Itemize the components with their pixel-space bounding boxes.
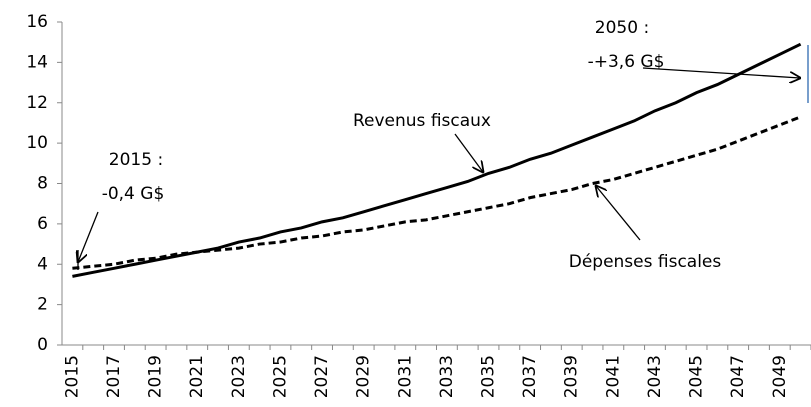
x-tick-label: 2045 (687, 355, 707, 398)
series-label: Revenus fiscaux (353, 111, 491, 131)
annotation: -0,4 G$ (102, 184, 165, 204)
x-tick-label: 2035 (479, 355, 499, 398)
y-tick-label: 2 (37, 295, 48, 315)
annotation: 2015 : (109, 150, 163, 170)
annotation: -+3,6 G$ (588, 52, 665, 72)
y-tick-label: 12 (26, 93, 48, 113)
series-label: Dépenses fiscales (569, 252, 722, 272)
x-tick-label: 2043 (645, 355, 665, 398)
y-tick-label: 14 (26, 52, 48, 72)
x-tick-label: 2027 (312, 355, 332, 398)
arrow (642, 67, 800, 78)
line-series (72, 42, 802, 278)
x-tick-label: 2015 (62, 355, 82, 398)
x-tick-label: 2047 (728, 355, 748, 398)
x-tick-label: 2025 (270, 355, 290, 398)
y-tick-label: 0 (37, 335, 48, 355)
x-tick-label: 2021 (187, 355, 207, 398)
arrow (596, 186, 641, 241)
y-tick-label: 4 (37, 254, 48, 274)
x-tick-label: 2039 (562, 355, 582, 398)
x-tick-label: 2049 (770, 355, 790, 398)
annotation: 2050 : (595, 18, 649, 38)
x-tick-label: 2023 (229, 355, 249, 398)
x-tick-label: 2029 (354, 355, 374, 398)
arrow (78, 211, 99, 262)
x-tick-label: 2033 (437, 355, 457, 398)
x-tick-label: 2037 (520, 355, 540, 398)
x-tick-label: 2031 (395, 355, 415, 398)
arrow (454, 133, 483, 172)
y-tick-label: 8 (37, 174, 48, 194)
y-tick-label: 6 (37, 214, 48, 234)
x-tick-label: 2019 (146, 355, 166, 398)
x-tick-label: 2017 (104, 355, 124, 398)
y-tick-label: 10 (26, 133, 48, 153)
x-tick-label: 2041 (603, 355, 623, 398)
y-tick-label: 16 (26, 12, 48, 32)
line-series (72, 115, 802, 270)
